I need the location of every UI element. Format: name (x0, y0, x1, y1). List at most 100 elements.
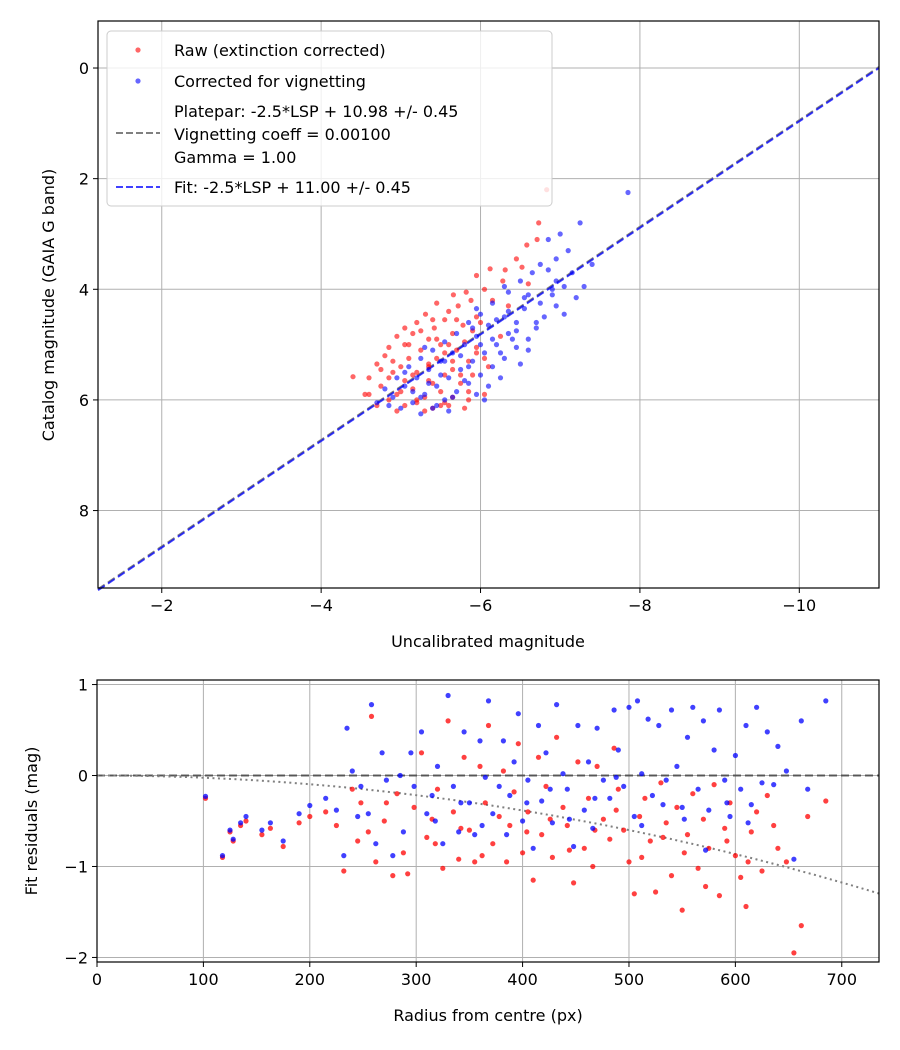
calibration-plot-point-raw (394, 391, 400, 397)
residuals-plot-point-corrected (450, 783, 456, 790)
residuals-plot-point-corrected (333, 807, 339, 813)
calibration-plot-point-corrected (489, 364, 496, 370)
calibration-plot-point-raw (434, 300, 440, 306)
calibration-plot-point-raw (497, 333, 504, 339)
residuals-plot-point-raw (554, 734, 560, 740)
calibration-plot-point-corrected (473, 306, 480, 312)
residuals-plot-point-raw (341, 868, 347, 874)
residuals-plot-point-raw (732, 853, 739, 859)
residuals-plot-point-raw (507, 822, 513, 829)
residuals-plot-point-raw (394, 791, 400, 797)
residuals-plot-point-corrected (560, 771, 566, 777)
calibration-plot-point-corrected (573, 295, 579, 301)
calibration-plot-points (350, 187, 631, 417)
residuals-plot-point-corrected (566, 816, 573, 822)
calibration-plot-point-corrected (418, 411, 424, 417)
calibration-plot-point-corrected (497, 375, 504, 381)
residuals-plot-point-corrected (379, 750, 385, 756)
residuals-plot-point-raw (333, 822, 339, 829)
residuals-plot-point-raw (658, 780, 664, 786)
residuals-plot-point-corrected (585, 759, 592, 765)
calibration-plot-x-tick-label: −6 (469, 596, 493, 615)
calibration-plot-point-raw (524, 242, 530, 248)
calibration-plot-point-corrected (553, 303, 559, 309)
residuals-plot-x-tick-label: 400 (507, 970, 538, 989)
residuals-plot-point-corrected (429, 792, 435, 799)
calibration-plot-point-raw (378, 383, 384, 389)
calibration-plot-point-corrected (505, 308, 511, 314)
residuals-plot-point-raw (504, 859, 510, 865)
residuals-plot-point-corrected (243, 813, 249, 820)
residuals-plot-point-corrected (280, 838, 286, 844)
calibration-plot-point-corrected (374, 400, 380, 406)
residuals-plot-point-raw (613, 807, 619, 813)
calibration-plot-point-raw (466, 358, 472, 364)
residuals-plot-point-raw (418, 750, 425, 756)
calibration-plot-point-raw (473, 344, 480, 350)
calibration-plot-y-tick-label: 0 (79, 59, 89, 78)
calibration-plot-y-axis-label: Catalog magnitude (GAIA G band) (39, 169, 58, 441)
residuals-plot: 0 100 200 300 400 500 600 700 1 0 −1 −2 Radius fro… (22, 676, 880, 1025)
calibration-plot-point-corrected (577, 220, 583, 226)
calibration-plot-point-corrected (394, 375, 400, 381)
residuals-plot-point-raw (621, 827, 627, 833)
calibration-plot-point-corrected (533, 325, 539, 331)
calibration-plot-point-raw (446, 342, 452, 348)
residuals-plot-point-corrected (732, 752, 739, 759)
calibration-plot-point-raw (402, 378, 408, 384)
residuals-plot-point-corrected (703, 847, 709, 853)
residuals-plot-point-corrected (727, 813, 733, 820)
calibration-plot-point-raw (460, 322, 466, 328)
legend-label-platepar-line-3: Gamma = 1.00 (174, 148, 296, 167)
residuals-plot-point-raw (524, 829, 530, 835)
residuals-plot-point-corrected (764, 729, 770, 735)
residuals-plot-point-raw (823, 798, 829, 804)
residuals-plot-point-corrected (539, 798, 545, 804)
calibration-plot-point-raw (414, 369, 420, 375)
calibration-plot-point-raw (350, 374, 356, 380)
calibration-plot-point-corrected (625, 189, 631, 196)
calibration-plot-point-raw (406, 355, 412, 361)
calibration-plot-point-raw (438, 389, 444, 395)
calibration-plot-point-raw (470, 372, 476, 378)
calibration-plot-point-corrected (390, 394, 396, 400)
calibration-plot-point-raw (525, 281, 531, 287)
residuals-plot-frame (96, 679, 880, 963)
calibration-plot-point-raw (386, 344, 392, 350)
calibration-plot-point-raw (386, 397, 392, 403)
residuals-plot-point-raw (724, 838, 730, 844)
calibration-plot-frame (97, 20, 880, 589)
calibration-plot-point-corrected (462, 378, 468, 384)
residuals-plot-point-raw (600, 816, 607, 822)
calibration-plot-point-raw (462, 405, 468, 411)
calibration-plot-point-raw (481, 286, 488, 292)
residuals-plot-point-corrected (656, 722, 662, 729)
calibration-plot-point-raw (434, 355, 440, 361)
residuals-plot-point-corrected (373, 841, 379, 847)
calibration-plot-point-corrected (589, 261, 595, 267)
calibration-plot-point-raw (386, 375, 392, 381)
residuals-plot-point-corrected (530, 845, 536, 851)
residuals-plot-point-raw (477, 763, 483, 770)
residuals-plot-point-corrected (571, 843, 577, 850)
residuals-plot-point-corrected (267, 820, 273, 826)
calibration-plot-point-corrected (553, 278, 559, 284)
calibration-plot-point-corrected (406, 364, 412, 370)
residuals-plot-point-raw (500, 768, 506, 774)
residuals-plot-point-raw (520, 850, 526, 856)
calibration-plot-point-corrected (410, 389, 416, 395)
residuals-plot-point-corrected (783, 768, 790, 774)
calibration-plot-point-raw (446, 308, 452, 314)
legend-label-platepar-line-2: Vignetting coeff = 0.00100 (174, 125, 391, 144)
calibration-plot-point-corrected (581, 283, 587, 290)
residuals-plot-point-corrected (543, 750, 549, 756)
residuals-plot-x-tick-label: 600 (720, 970, 751, 989)
residuals-plot-point-corrected (775, 743, 781, 750)
calibration-plot-point-corrected (442, 358, 448, 364)
residuals-plot-point-corrected (466, 800, 472, 806)
residuals-plot-y-tick-label: 0 (78, 767, 88, 786)
residuals-plot-point-raw (611, 745, 617, 751)
calibration-plot-point-corrected (549, 286, 555, 292)
calibration-plot-point-corrected (414, 375, 420, 381)
residuals-plot-point-corrected (504, 832, 510, 838)
